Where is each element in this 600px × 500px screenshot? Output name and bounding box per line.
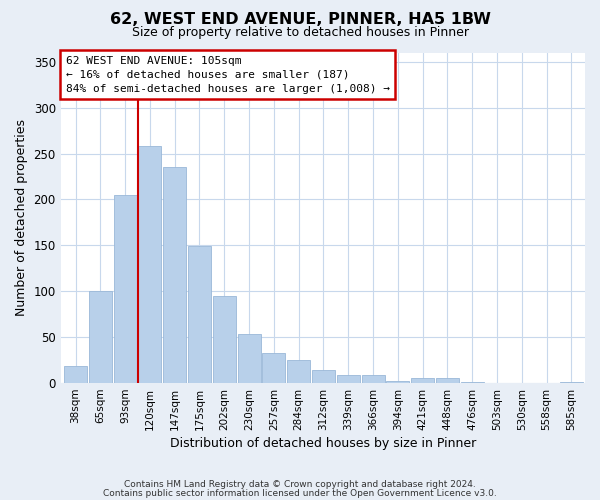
Bar [64,366,87,383]
X-axis label: Distribution of detached houses by size in Pinner: Distribution of detached houses by size … [170,437,476,450]
Bar [461,382,484,383]
Text: 62 WEST END AVENUE: 105sqm
← 16% of detached houses are smaller (187)
84% of sem: 62 WEST END AVENUE: 105sqm ← 16% of deta… [66,56,390,94]
Y-axis label: Number of detached properties: Number of detached properties [15,120,28,316]
Bar [560,382,583,383]
Bar [287,360,310,383]
Bar [163,168,186,383]
Bar [436,378,459,383]
Bar [262,353,286,383]
Text: 62, WEST END AVENUE, PINNER, HA5 1BW: 62, WEST END AVENUE, PINNER, HA5 1BW [110,12,490,28]
Text: Size of property relative to detached houses in Pinner: Size of property relative to detached ho… [131,26,469,39]
Bar [337,375,360,383]
Bar [139,146,161,383]
Bar [386,381,409,383]
Bar [188,246,211,383]
Bar [312,370,335,383]
Bar [89,291,112,383]
Text: Contains public sector information licensed under the Open Government Licence v3: Contains public sector information licen… [103,488,497,498]
Bar [411,378,434,383]
Bar [362,375,385,383]
Bar [213,296,236,383]
Bar [238,334,260,383]
Text: Contains HM Land Registry data © Crown copyright and database right 2024.: Contains HM Land Registry data © Crown c… [124,480,476,489]
Bar [113,195,137,383]
